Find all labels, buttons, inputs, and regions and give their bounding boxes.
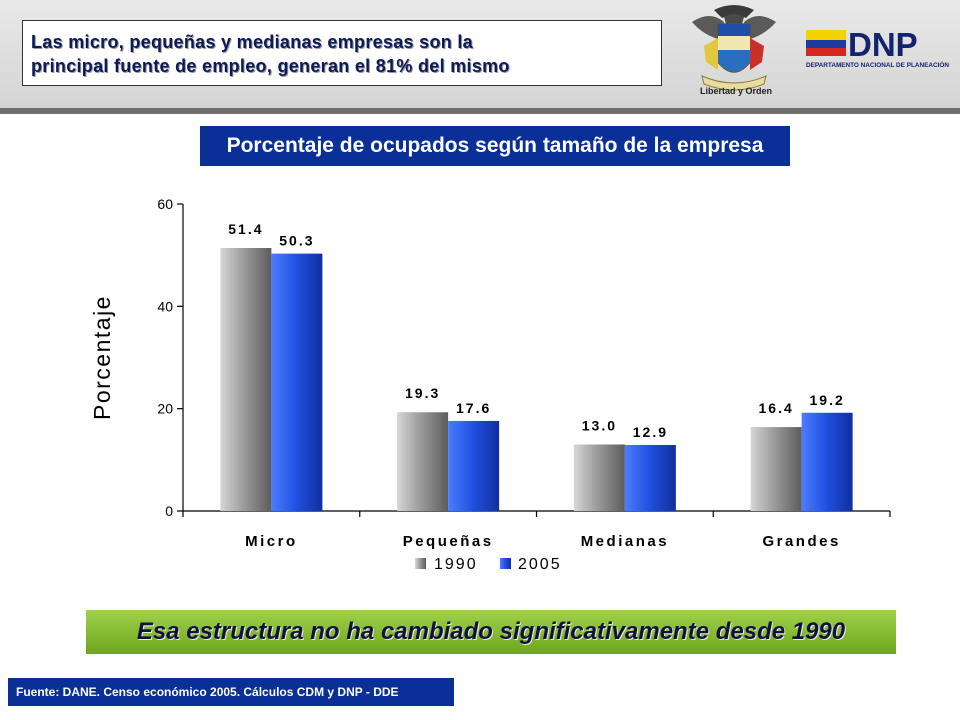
bar-2005-grandes [801, 412, 853, 511]
bar-1990-grandes [750, 427, 802, 511]
bar-2005-medianas [624, 444, 676, 511]
headline-box: Las micro, pequeñas y medianas empresas … [22, 20, 662, 86]
category-label: Grandes [762, 533, 840, 550]
bar-1990-micro [220, 248, 272, 511]
bar-1990-medianas [573, 444, 625, 511]
header-divider [0, 108, 960, 114]
category-label: Pequeñas [403, 533, 494, 550]
legend-label: 2005 [518, 556, 562, 573]
y-tick-label: 20 [157, 401, 173, 417]
data-label: 17.6 [456, 400, 491, 416]
y-axis-title: Porcentaje [89, 295, 115, 420]
conclusion-banner: Esa estructura no ha cambiado significat… [86, 610, 896, 654]
legend-swatch-1990 [415, 558, 426, 569]
bar-2005-pequeñas [448, 420, 500, 511]
category-label: Micro [245, 533, 298, 550]
chart-title: Porcentaje de ocupados según tamaño de l… [200, 126, 790, 166]
category-label: Medianas [581, 533, 669, 550]
headline-line-1: Las micro, pequeñas y medianas empresas … [31, 32, 473, 52]
legend-label: 1990 [434, 556, 478, 573]
bar-2005-micro [271, 253, 323, 512]
legend-swatch-2005 [500, 558, 511, 569]
data-label: 19.3 [405, 385, 440, 401]
dnp-logo: DNP DEPARTAMENTO NACIONAL DE PLANEACIÓN [806, 26, 949, 69]
dnp-logo-text: DNP [848, 26, 918, 63]
bar-chart: 0 20 40 60 Porcentaje 51.4 50.3 Micro 19.3 17.6 Pe… [89, 196, 891, 573]
headline-line-2: principal fuente de empleo, generan el 8… [31, 56, 510, 76]
data-label: 19.2 [810, 392, 845, 408]
dnp-logo-subtitle: DEPARTAMENTO NACIONAL DE PLANEACIÓN [806, 60, 949, 69]
colombia-coat-of-arms-logo [692, 5, 776, 91]
source-note: Fuente: DANE. Censo económico 2005. Cálc… [8, 678, 454, 706]
y-tick-label: 40 [157, 298, 173, 314]
y-tick-label: 0 [165, 503, 173, 519]
data-label: 51.4 [228, 221, 263, 237]
crest-motto: Libertad y Orden [699, 86, 772, 96]
data-label: 13.0 [582, 417, 617, 433]
data-label: 12.9 [633, 424, 668, 440]
bar-1990-pequeñas [397, 412, 449, 511]
data-label: 50.3 [279, 233, 314, 249]
y-tick-label: 60 [157, 196, 173, 212]
data-label: 16.4 [759, 400, 794, 416]
